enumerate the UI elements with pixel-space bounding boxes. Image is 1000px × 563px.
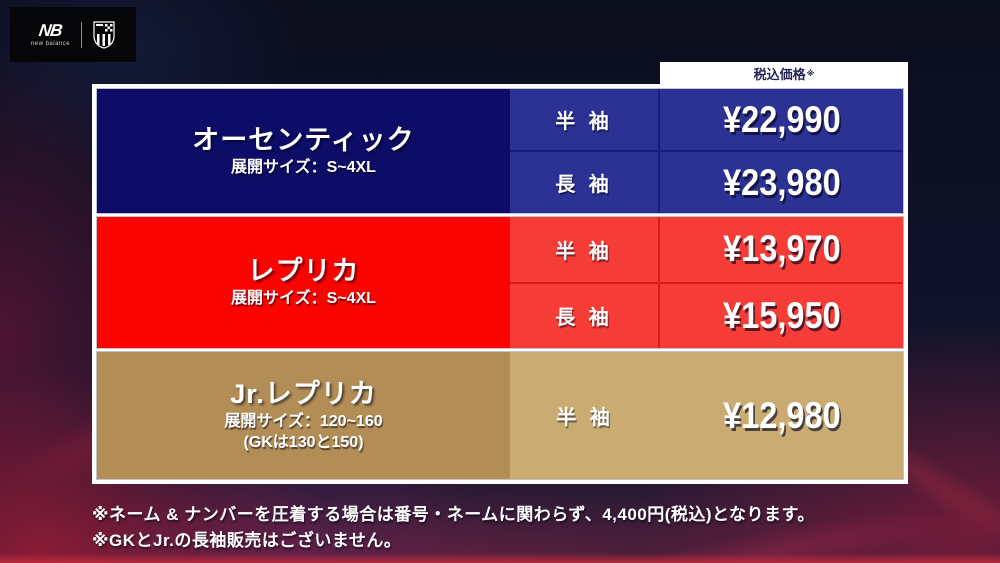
sleeve-label: 長 袖	[555, 174, 613, 196]
club-crest-icon	[93, 20, 115, 49]
price-table: オーセンティック 展開サイズ：S~4XL 半 袖 ¥22,990 長 袖 ¥23…	[92, 84, 908, 484]
price-value: ¥22,990	[722, 98, 841, 140]
sleeve-label: 半 袖	[555, 111, 613, 133]
jr-replica-size-note: (GKは130と150)	[243, 434, 364, 452]
sleeve-label: 長 袖	[555, 307, 613, 330]
authentic-size-range: 展開サイズ：S~4XL	[231, 158, 376, 176]
price-value: ¥12,980	[722, 394, 841, 436]
section-authentic: オーセンティック 展開サイズ：S~4XL 半 袖 ¥22,990 長 袖 ¥23…	[97, 89, 903, 213]
section-replica: レプリカ 展開サイズ：S~4XL 半 袖 ¥13,970 長 袖 ¥15,950	[97, 217, 903, 348]
authentic-title: オーセンティック	[192, 124, 415, 155]
replica-long-sleeve-price-cell: ¥15,950	[660, 283, 903, 348]
jr-replica-size-range: 展開サイズ：120~160	[224, 412, 383, 430]
replica-short-sleeve-price-cell: ¥13,970	[660, 217, 903, 284]
replica-short-sleeve-cell: 半 袖	[510, 217, 660, 284]
replica-panel: レプリカ 展開サイズ：S~4XL	[97, 217, 510, 348]
nb-wordmark: new balance	[30, 41, 71, 47]
brand-divider	[81, 21, 83, 48]
jr-short-sleeve-price-cell: ¥12,980	[660, 352, 903, 479]
note-mark: ※	[806, 69, 815, 78]
jr-replica-panel: Jr.レプリカ 展開サイズ：120~160 (GKは130と150)	[97, 352, 510, 479]
sleeve-label: 半 袖	[556, 407, 614, 429]
footnotes: ※ネーム & ナンバーを圧着する場合は番号・ネームに関わらず、4,400円(税込…	[92, 502, 815, 554]
replica-title: レプリカ	[247, 256, 360, 287]
price-value: ¥23,980	[722, 161, 841, 203]
tax-price-header: 税込価格 ※	[660, 62, 908, 85]
authentic-short-sleeve-cell: 半 袖	[510, 89, 660, 152]
replica-size-range: 展開サイズ：S~4XL	[231, 290, 376, 308]
authentic-short-sleeve-price-cell: ¥22,990	[660, 89, 903, 152]
authentic-long-sleeve-price-cell: ¥23,980	[660, 152, 903, 213]
nb-monogram-icon: NB	[37, 21, 64, 40]
section-jr-replica: Jr.レプリカ 展開サイズ：120~160 (GKは130と150) 半 袖 ¥…	[97, 352, 903, 479]
authentic-panel: オーセンティック 展開サイズ：S~4XL	[97, 89, 510, 213]
replica-long-sleeve-cell: 長 袖	[510, 283, 660, 348]
price-value: ¥15,950	[722, 294, 841, 336]
brand-lockup: NB new balance	[10, 7, 136, 62]
footnote-gk-jr: ※GKとJr.の長袖販売はございません。	[92, 531, 402, 550]
jr-replica-title: Jr.レプリカ	[230, 378, 377, 409]
tax-price-label: 税込価格	[753, 67, 806, 82]
new-balance-logo: NB new balance	[30, 21, 71, 47]
authentic-long-sleeve-cell: 長 袖	[510, 152, 660, 213]
price-value: ¥13,970	[722, 228, 841, 270]
jr-short-sleeve-cell: 半 袖	[510, 352, 660, 479]
footnote-name-number: ※ネーム & ナンバーを圧着する場合は番号・ネームに関わらず、4,400円(税込…	[92, 505, 815, 524]
sleeve-label: 半 袖	[555, 240, 613, 263]
